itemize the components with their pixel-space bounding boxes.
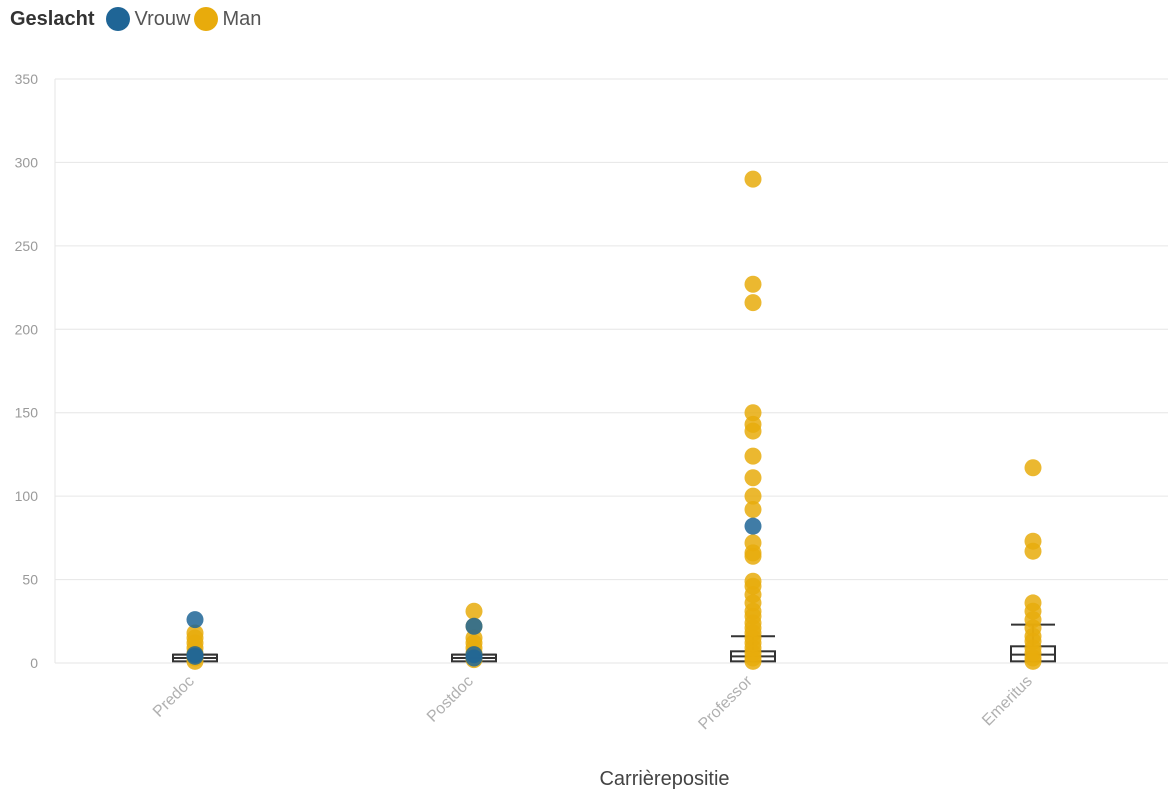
y-tick-label: 250	[15, 238, 39, 254]
y-tick-label: 350	[15, 71, 39, 87]
point-man	[1024, 652, 1042, 670]
point-man	[744, 404, 762, 422]
point-man	[744, 652, 762, 670]
point-vrouw	[465, 649, 483, 667]
legend-title: Geslacht	[10, 7, 95, 30]
point-vrouw	[744, 517, 762, 535]
x-axis-title: Carrièrepositie	[599, 768, 729, 790]
point-man	[744, 170, 762, 188]
gridlines	[54, 78, 1168, 664]
point-man	[1024, 542, 1042, 560]
y-tick-label: 0	[30, 655, 38, 671]
x-tick-label: Emeritus	[979, 673, 1036, 730]
point-man	[465, 602, 483, 620]
point-man	[744, 547, 762, 565]
x-axis-ticks: Predoc Postdoc Professor Emeritus	[150, 672, 1036, 733]
y-tick-label: 200	[15, 321, 39, 337]
boxplots	[172, 623, 1056, 663]
x-tick-label: Professor	[695, 672, 756, 733]
point-man	[1024, 459, 1042, 477]
x-tick-label: Postdoc	[424, 673, 477, 726]
point-man	[744, 447, 762, 465]
legend-swatch-vrouw	[106, 7, 131, 31]
y-tick-label: 150	[15, 405, 39, 421]
point-man	[744, 422, 762, 440]
point-vrouw	[186, 611, 204, 629]
y-tick-label: 100	[15, 488, 39, 504]
legend-item-vrouw[interactable]: Vrouw	[106, 7, 190, 31]
legend-label-man: Man	[222, 7, 262, 30]
point-man	[744, 275, 762, 293]
legend-label-vrouw: Vrouw	[134, 7, 191, 30]
point-vrouw	[465, 617, 483, 635]
point-man	[744, 294, 762, 312]
point-man	[744, 500, 762, 518]
y-tick-label: 300	[15, 154, 39, 170]
y-tick-label: 50	[22, 572, 38, 588]
point-man	[744, 469, 762, 487]
y-axis-ticks: 0 50 100 150 200 250 300 350	[15, 71, 39, 671]
legend: Geslacht Vrouw Man	[10, 6, 265, 32]
point-man	[744, 487, 762, 505]
point-vrouw	[186, 647, 204, 665]
x-tick-label: Predoc	[150, 673, 198, 721]
legend-item-man[interactable]: Man	[194, 7, 261, 31]
legend-swatch-man	[194, 7, 219, 31]
data-points	[186, 170, 1042, 670]
